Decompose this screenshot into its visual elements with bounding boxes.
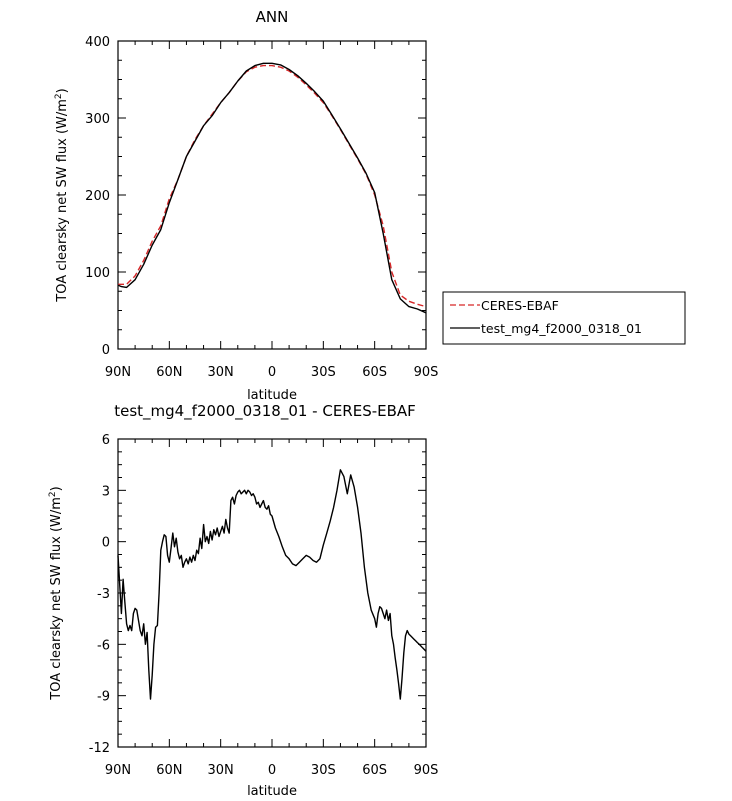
y-tick-label: -6 [97, 638, 110, 653]
legend-box [442, 291, 686, 345]
y-tick-label: 0 [102, 343, 110, 358]
y-tick-label: -12 [89, 741, 110, 756]
x-tick-label: 30S [311, 365, 336, 380]
bottom-chart-title: test_mg4_f2000_0318_01 - CERES-EBAF [114, 402, 416, 421]
top-series-line-1 [117, 62, 427, 314]
top-plot-frame [117, 40, 427, 350]
bottom-x-axis-label: latitude [247, 784, 297, 799]
y-tick-label: 0 [102, 536, 110, 551]
top-series-line-0 [118, 64, 427, 308]
x-tick-label: 60S [362, 365, 387, 380]
x-tick-label: 0 [268, 763, 276, 778]
y-tick-label: -9 [97, 690, 110, 705]
bottom-y-axis-label: TOA clearsky net SW flux (W/m2) [48, 486, 64, 700]
x-tick-label: 90N [105, 365, 131, 380]
x-tick-label: 60N [156, 365, 182, 380]
top-ticks: 90N 60N 30N 0 30S 60S 90S 0 100 200 300 400 [85, 35, 438, 380]
x-tick-label: 30N [208, 763, 234, 778]
top-series [117, 62, 427, 314]
bottom-series-line-0 [117, 469, 427, 700]
y-tick-label: -3 [97, 587, 110, 602]
y-tick-label: 3 [102, 484, 110, 499]
x-tick-label: 60S [362, 763, 387, 778]
top-chart-title: ANN [256, 8, 289, 26]
y-tick-label: 300 [85, 112, 110, 127]
x-tick-label: 90S [414, 365, 439, 380]
x-tick-label: 30N [208, 365, 234, 380]
x-tick-label: 60N [156, 763, 182, 778]
top-panel: ANN 90N 60N 30N 0 30S 60S 90S 0 100 200 300 400 lat… [54, 8, 686, 403]
bottom-ticks: 90N 60N 30N 0 30S 60S 90S -12 -9 -6 -3 0 3 6 [89, 433, 439, 778]
legend-label-test: test_mg4_f2000_0318_01 [481, 321, 642, 336]
top-y-axis-label: TOA clearsky net SW flux (W/m2) [54, 88, 70, 302]
bottom-series [117, 469, 427, 700]
y-tick-label: 6 [102, 433, 110, 448]
y-tick-label: 200 [85, 189, 110, 204]
top-x-axis-label: latitude [247, 388, 297, 403]
bottom-panel: test_mg4_f2000_0318_01 - CERES-EBAF 90N 6… [48, 402, 438, 799]
legend-label-ceres: CERES-EBAF [481, 298, 559, 313]
bottom-plot-frame [117, 438, 427, 748]
x-tick-label: 90N [105, 763, 131, 778]
x-tick-label: 30S [311, 763, 336, 778]
y-tick-label: 100 [85, 266, 110, 281]
x-tick-label: 90S [414, 763, 439, 778]
legend: CERES-EBAF test_mg4_f2000_0318_01 [442, 291, 686, 345]
y-tick-label: 400 [85, 35, 110, 50]
x-tick-label: 0 [268, 365, 276, 380]
